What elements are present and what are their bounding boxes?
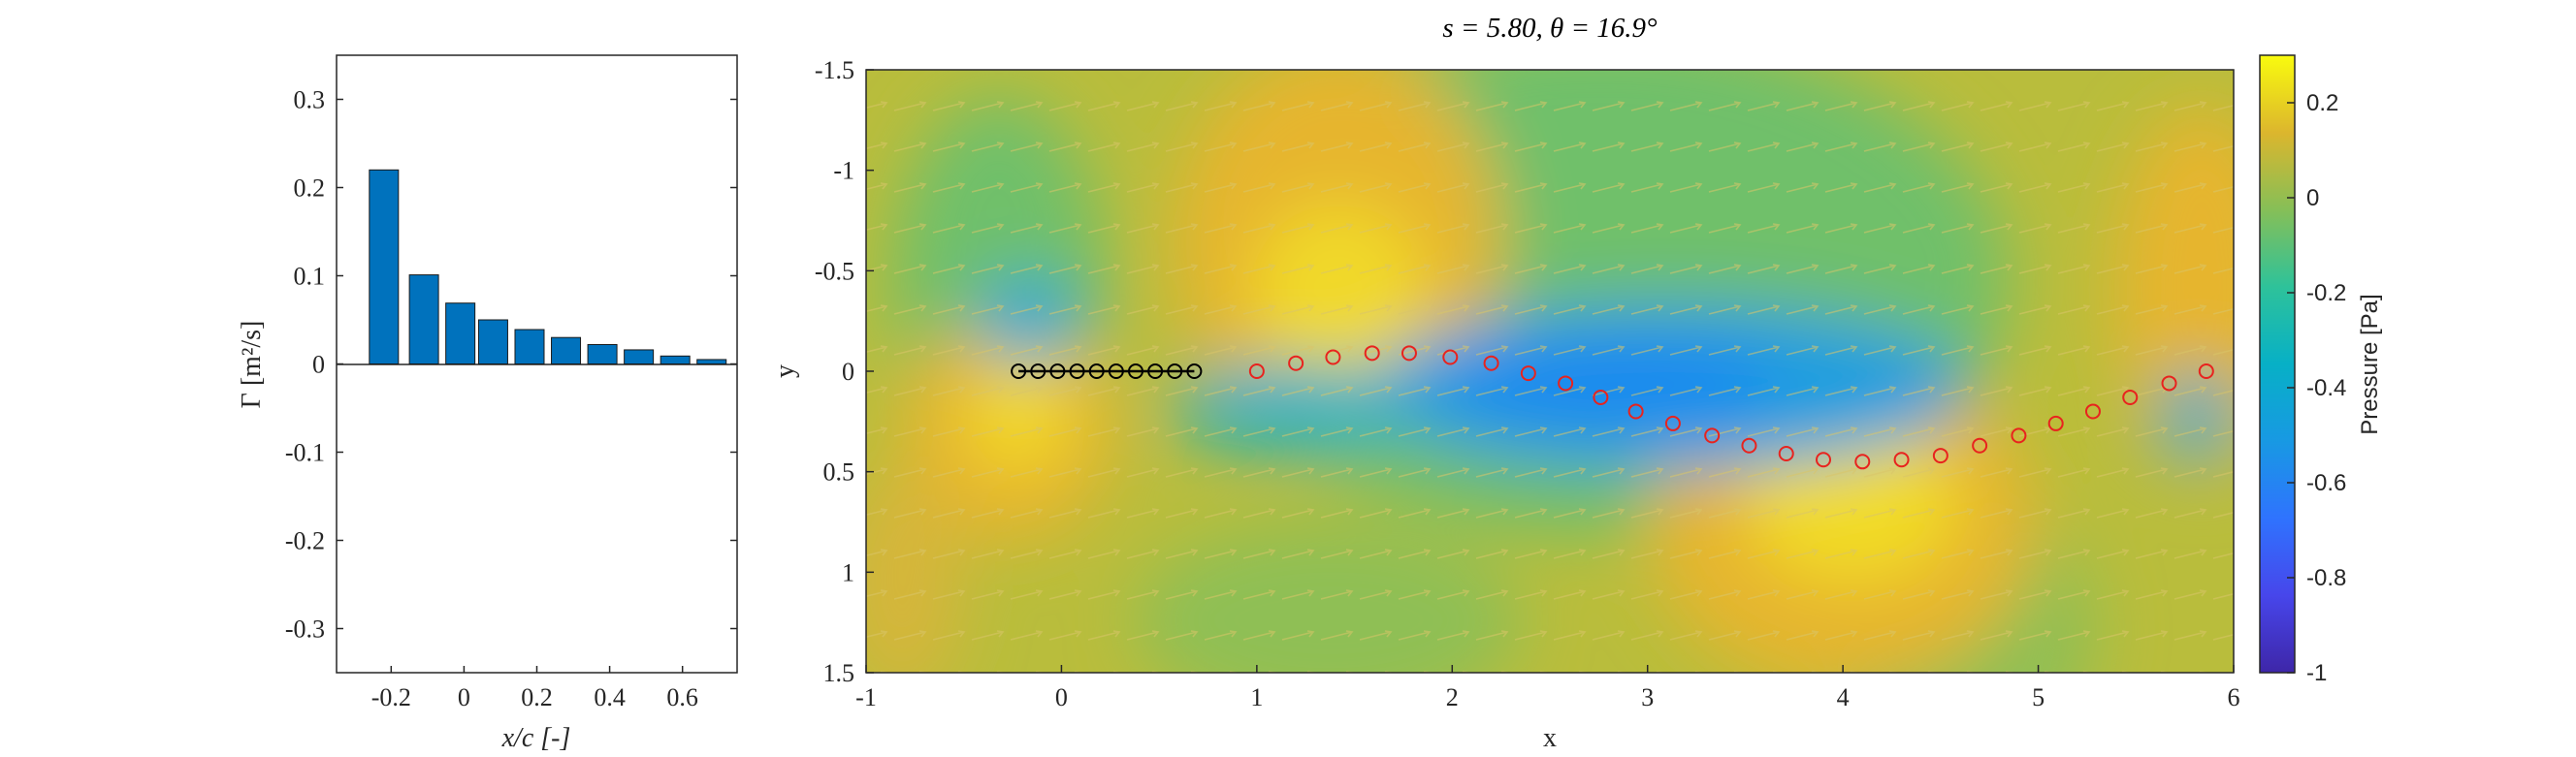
wake-vortex-point [1932, 448, 1948, 464]
plate-vortex-point [1069, 363, 1085, 379]
wake-vortex-point [1364, 345, 1380, 362]
y-tick-label: 0 [312, 351, 325, 379]
y-tick-label: 0.2 [294, 174, 326, 203]
plate-vortex-point [1186, 363, 1203, 379]
wake-vortex-point [1558, 375, 1574, 392]
x-tick-label: 0 [458, 683, 470, 711]
wake-vortex-point [1816, 452, 1831, 468]
wake-vortex-point [1401, 345, 1417, 362]
x-tick-label: 0.6 [666, 683, 698, 711]
wake-vortex-point [1778, 446, 1794, 462]
bar [369, 169, 400, 364]
bar [587, 343, 618, 365]
wake-vortex-point [1248, 363, 1265, 379]
wake-vortex-point [1741, 437, 1757, 454]
colorbar-tick-label: 0 [2306, 185, 2319, 211]
y-tick-label: 1 [842, 558, 854, 586]
x-tick-label: -1 [855, 683, 877, 711]
colorbar-tick-label: -0.4 [2306, 375, 2346, 401]
y-tick-label: -0.3 [285, 615, 325, 644]
wake-vortex-point [1972, 437, 1988, 454]
map-y-axis-label: y [770, 364, 800, 378]
x-tick-label: -0.2 [371, 683, 411, 711]
plate-vortex-point [1108, 363, 1124, 379]
wake-vortex-point [1854, 454, 1871, 470]
bar-y-axis-label: Γ [m²/s] [237, 321, 267, 409]
bar-x-axis-label: x/c [-] [501, 723, 571, 753]
plate-vortex-point [1011, 363, 1027, 379]
wake-vortex-point [1893, 452, 1910, 468]
plate-vortex-point [1049, 363, 1066, 379]
wake-vortex-point [2047, 415, 2064, 431]
colorbar-tick-label: 0.2 [2306, 90, 2338, 116]
bar [696, 359, 727, 365]
wake-vortex-point [1627, 403, 1644, 420]
y-tick-label: 0.1 [294, 263, 326, 291]
pressure-colorbar: 0.2 0 -0.2 -0.4 -0.6 -0.8 -1 Pressure [Pa] [2259, 54, 2383, 686]
colorbar-gradient [2259, 54, 2296, 674]
map-title: s = 5.80, θ = 16.9° [1442, 13, 1658, 44]
colorbar-tick-label: -0.6 [2306, 470, 2346, 496]
bar [514, 329, 545, 365]
wake-vortex-point [1325, 349, 1341, 365]
wake-vortex-point [2084, 403, 2101, 420]
bar [477, 319, 508, 364]
bar [551, 336, 582, 365]
x-tick-label: 0.2 [521, 683, 553, 711]
y-tick-label: -0.1 [285, 439, 325, 467]
x-tick-label: 6 [2228, 683, 2240, 711]
bar [624, 349, 655, 365]
y-tick-label: -1.5 [815, 56, 854, 84]
x-tick-label: 0.4 [594, 683, 626, 711]
x-tick-label: 3 [1641, 683, 1654, 711]
x-tick-label: 1 [1250, 683, 1263, 711]
wake-vortex-point [1483, 355, 1499, 371]
x-tick-label: 0 [1055, 683, 1068, 711]
colorbar-tick-label: -0.2 [2306, 280, 2346, 306]
x-tick-label: 5 [2032, 683, 2045, 711]
wake-vortex-point [2198, 363, 2214, 379]
plate-vortex-point [1147, 363, 1164, 379]
plate-vortex-point [1127, 363, 1143, 379]
y-tick-label: 0.3 [294, 86, 326, 114]
wake-vortex-point [2122, 389, 2139, 405]
colorbar-tick-label: -1 [2306, 660, 2327, 686]
wake-vortex-point [1288, 355, 1304, 371]
wake-vortex-point [1520, 365, 1536, 382]
y-tick-label: 0 [842, 358, 854, 386]
x-tick-label: 2 [1446, 683, 1459, 711]
wake-vortex-point [1704, 427, 1721, 444]
plate-vortex-point [1167, 363, 1183, 379]
pressure-contours [866, 70, 2234, 673]
plate-vortex-point [1088, 363, 1105, 379]
bar [660, 355, 691, 364]
y-tick-label: 0.5 [823, 458, 855, 487]
wake-vortex-point [1664, 415, 1681, 431]
y-tick-label: -0.2 [285, 527, 325, 555]
plate-vortex-point [1030, 363, 1046, 379]
wake-vortex-point [2011, 427, 2027, 444]
x-tick-label: 4 [1837, 683, 1850, 711]
y-tick-label: -1 [833, 157, 854, 185]
bar [408, 274, 439, 364]
map-x-axis-label: x [1543, 723, 1557, 753]
y-tick-label: 1.5 [823, 659, 855, 687]
y-tick-label: -0.5 [815, 257, 854, 285]
wake-vortex-point [1593, 389, 1609, 405]
wake-vortex-point [1442, 349, 1459, 365]
bar [445, 302, 476, 364]
colorbar-label: Pressure [Pa] [2357, 294, 2383, 434]
circulation-bar-chart: -0.2 0 0.2 0.4 0.6 -0.3 -0.2 -0.1 0 0.1 0.2 0.3 x/… [237, 54, 738, 753]
wake-vortex-point [2161, 375, 2177, 392]
colorbar-tick-label: -0.8 [2306, 565, 2346, 591]
pressure-field-plot: -1 0 1 2 3 4 5 6 -1.5 -1 -0.5 0 0.5 1 1.5 s = 5.80, θ… [770, 13, 2240, 753]
